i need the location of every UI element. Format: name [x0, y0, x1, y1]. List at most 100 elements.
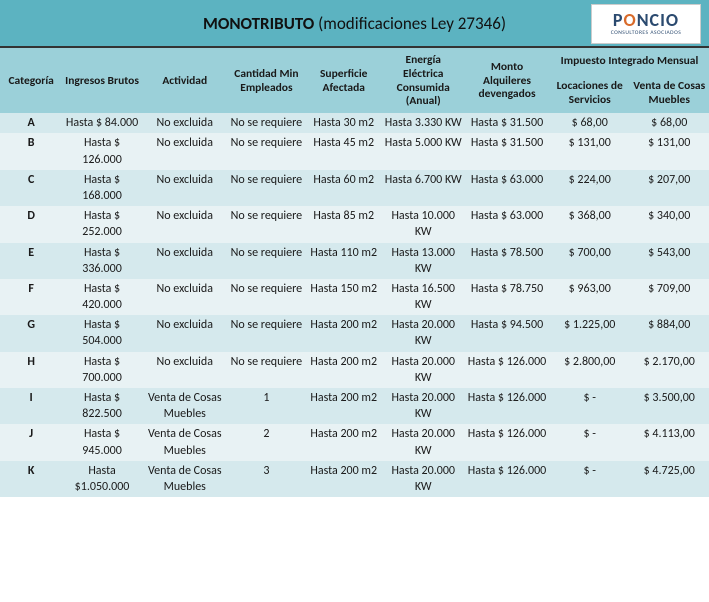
monotributo-table: Categoría Ingresos Brutos Actividad Cant… — [0, 48, 709, 497]
cell-locaciones: $ 68,00 — [550, 113, 629, 133]
cell-alquileres: Hasta $ 78.750 — [464, 279, 550, 315]
table-row: JHasta $ 945.000Venta de Cosas Muebles2H… — [0, 424, 709, 460]
cell-empleados: 3 — [228, 461, 305, 497]
cell-superficie: Hasta 200 m2 — [305, 424, 382, 460]
cell-categoria: B — [0, 133, 62, 169]
cell-categoria: J — [0, 424, 62, 460]
cell-locaciones: $ 368,00 — [550, 206, 629, 242]
table-row: KHasta $1.050.000Venta de Cosas Muebles3… — [0, 461, 709, 497]
cell-ingresos: Hasta $ 420.000 — [62, 279, 141, 315]
cell-locaciones: $ 131,00 — [550, 133, 629, 169]
cell-categoria: E — [0, 243, 62, 279]
cell-actividad: Venta de Cosas Muebles — [142, 388, 228, 424]
cell-empleados: No se requiere — [228, 243, 305, 279]
cell-actividad: No excluida — [142, 315, 228, 351]
cell-locaciones: $ 224,00 — [550, 170, 629, 206]
table-row: AHasta $ 84.000No excluidaNo se requiere… — [0, 113, 709, 133]
cell-locaciones: $ - — [550, 461, 629, 497]
cell-empleados: 1 — [228, 388, 305, 424]
cell-alquileres: Hasta $ 126.000 — [464, 352, 550, 388]
cell-categoria: I — [0, 388, 62, 424]
cell-energia: Hasta 20.000 KW — [382, 315, 464, 351]
table-row: EHasta $ 336.000No excluidaNo se requier… — [0, 243, 709, 279]
table-row: IHasta $ 822.500Venta de Cosas Muebles1 H… — [0, 388, 709, 424]
cell-ingresos: Hasta $ 822.500 — [62, 388, 141, 424]
cell-alquileres: Hasta $ 31.500 — [464, 113, 550, 133]
col-energia: Energía Eléctrica Consumida (Anual) — [382, 48, 464, 113]
cell-superficie: Hasta 110 m2 — [305, 243, 382, 279]
cell-alquileres: Hasta $ 31.500 — [464, 133, 550, 169]
logo: PONCIO CONSULTORES ASOCIADOS — [591, 4, 701, 44]
title-bold: MONOTRIBUTO — [203, 13, 314, 34]
col-actividad: Actividad — [142, 48, 228, 113]
cell-locaciones: $ 963,00 — [550, 279, 629, 315]
col-ingresos: Ingresos Brutos — [62, 48, 141, 113]
logo-brand-accent: O — [624, 9, 637, 31]
cell-energia: Hasta 5.000 KW — [382, 133, 464, 169]
cell-actividad: No excluida — [142, 133, 228, 169]
cell-energia: Hasta 20.000 KW — [382, 424, 464, 460]
cell-actividad: No excluida — [142, 243, 228, 279]
col-impuesto-group: Impuesto Integrado Mensual — [550, 48, 709, 74]
cell-locaciones: $ 700,00 — [550, 243, 629, 279]
col-superficie: Superficie Afectada — [305, 48, 382, 113]
table-body: AHasta $ 84.000No excluidaNo se requiere… — [0, 113, 709, 497]
cell-ingresos: Hasta $ 945.000 — [62, 424, 141, 460]
cell-locaciones: $ - — [550, 424, 629, 460]
cell-venta: $ 131,00 — [629, 133, 709, 169]
table-row: BHasta $ 126.000No excluidaNo se requier… — [0, 133, 709, 169]
cell-categoria: A — [0, 113, 62, 133]
cell-superficie: Hasta 200 m2 — [305, 352, 382, 388]
cell-empleados: No se requiere — [228, 315, 305, 351]
cell-superficie: Hasta 30 m2 — [305, 113, 382, 133]
cell-alquileres: Hasta $ 63.000 — [464, 170, 550, 206]
cell-ingresos: Hasta $ 126.000 — [62, 133, 141, 169]
cell-energia: Hasta 20.000 KW — [382, 388, 464, 424]
cell-locaciones: $ 1.225,00 — [550, 315, 629, 351]
cell-categoria: D — [0, 206, 62, 242]
cell-venta: $ 3.500,00 — [629, 388, 709, 424]
cell-energia: Hasta 16.500 KW — [382, 279, 464, 315]
cell-empleados: No se requiere — [228, 206, 305, 242]
cell-locaciones: $ 2.800,00 — [550, 352, 629, 388]
cell-venta: $ 4.725,00 — [629, 461, 709, 497]
cell-empleados: No se requiere — [228, 352, 305, 388]
cell-energia: Hasta 20.000 KW — [382, 352, 464, 388]
cell-ingresos: Hasta $ 84.000 — [62, 113, 141, 133]
cell-categoria: H — [0, 352, 62, 388]
cell-superficie: Hasta 60 m2 — [305, 170, 382, 206]
cell-categoria: F — [0, 279, 62, 315]
cell-alquileres: Hasta $ 126.000 — [464, 388, 550, 424]
col-empleados: Cantidad Min Empleados — [228, 48, 305, 113]
logo-brand-pre: P — [613, 9, 624, 31]
cell-actividad: No excluida — [142, 352, 228, 388]
cell-venta: $ 543,00 — [629, 243, 709, 279]
table-row: GHasta $ 504.000No excluidaNo se requier… — [0, 315, 709, 351]
cell-ingresos: Hasta $ 168.000 — [62, 170, 141, 206]
page-title: MONOTRIBUTO (modificaciones Ley 27346) — [203, 13, 506, 34]
cell-actividad: Venta de Cosas Muebles — [142, 424, 228, 460]
table-row: FHasta $ 420.000No excluidaNo se requier… — [0, 279, 709, 315]
cell-empleados: No se requiere — [228, 279, 305, 315]
cell-energia: Hasta 13.000 KW — [382, 243, 464, 279]
logo-sub: CONSULTORES ASOCIADOS — [611, 31, 682, 37]
cell-locaciones: $ - — [550, 388, 629, 424]
cell-ingresos: Hasta $ 336.000 — [62, 243, 141, 279]
title-rest: (modificaciones Ley 27346) — [314, 13, 506, 34]
col-alquileres: Monto Alquileres devengados — [464, 48, 550, 113]
cell-venta: $ 2.170,00 — [629, 352, 709, 388]
cell-energia: Hasta 20.000 KW — [382, 461, 464, 497]
cell-empleados: 2 — [228, 424, 305, 460]
cell-actividad: No excluida — [142, 206, 228, 242]
cell-empleados: No se requiere — [228, 113, 305, 133]
col-venta: Venta de Cosas Muebles — [629, 74, 709, 113]
cell-venta: $ 207,00 — [629, 170, 709, 206]
cell-categoria: G — [0, 315, 62, 351]
cell-venta: $ 709,00 — [629, 279, 709, 315]
cell-ingresos: Hasta $1.050.000 — [62, 461, 141, 497]
cell-superficie: Hasta 200 m2 — [305, 461, 382, 497]
cell-empleados: No se requiere — [228, 170, 305, 206]
cell-superficie: Hasta 150 m2 — [305, 279, 382, 315]
cell-venta: $ 4.113,00 — [629, 424, 709, 460]
cell-ingresos: Hasta $ 252.000 — [62, 206, 141, 242]
